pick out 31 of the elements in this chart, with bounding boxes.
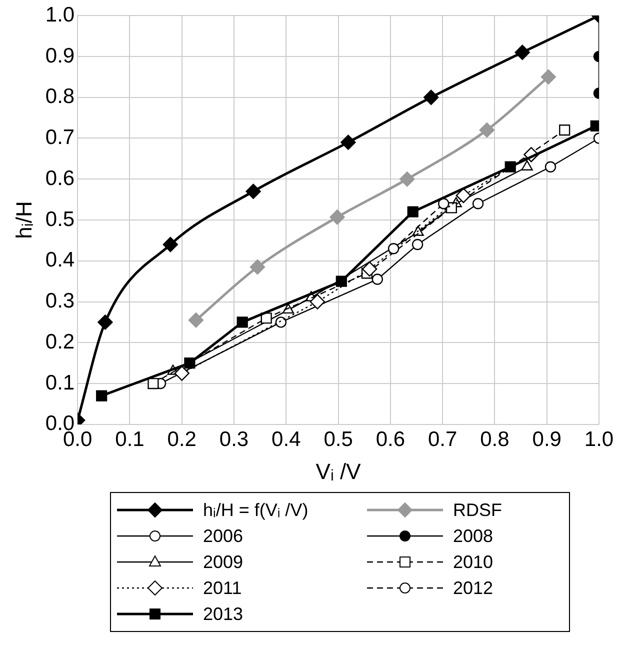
y-tick-label: 0.5: [45, 208, 75, 231]
x-tick-label: 1.0: [584, 428, 614, 451]
x-tick-label: 0.7: [428, 428, 458, 451]
x-tick-label: 0.4: [272, 428, 302, 451]
y-tick-label: 0.7: [45, 126, 75, 150]
y-tick-label: 0.4: [45, 248, 75, 272]
legend-label: 2011: [203, 578, 242, 598]
x-axis-title: Vᵢ /V: [316, 458, 362, 484]
legend-label: RDSF: [453, 500, 502, 520]
y-tick-label: 1.0: [45, 3, 75, 26]
legend-label: 2006: [203, 526, 244, 546]
x-tick-label: 0.3: [219, 428, 249, 451]
y-tick-label: 0.1: [45, 371, 75, 394]
x-tick-label: 0.1: [115, 428, 144, 451]
legend-label: hᵢ/H = f(Vᵢ /V): [203, 500, 308, 520]
y-tick-label: 0.8: [45, 85, 75, 108]
legend-label: 2009: [203, 552, 244, 572]
y-tick-label: 0.6: [45, 166, 75, 190]
legend-label: 2012: [453, 578, 494, 598]
x-tick-label: 0.8: [480, 428, 510, 451]
legend-label: 2010: [453, 552, 494, 572]
x-tick-label: 0.5: [324, 428, 353, 451]
y-tick-label: 0.3: [45, 290, 75, 313]
x-tick-label: 0.2: [167, 428, 196, 451]
y-tick-label: 0.9: [45, 44, 75, 68]
legend-label: 2013: [203, 604, 244, 624]
y-axis-title: hᵢ/H: [11, 201, 36, 239]
legend-label: 2008: [453, 526, 494, 546]
x-tick-label: 0.9: [532, 428, 562, 451]
y-tick-label: 0.2: [45, 330, 75, 354]
x-tick-label: 0.6: [376, 428, 406, 451]
